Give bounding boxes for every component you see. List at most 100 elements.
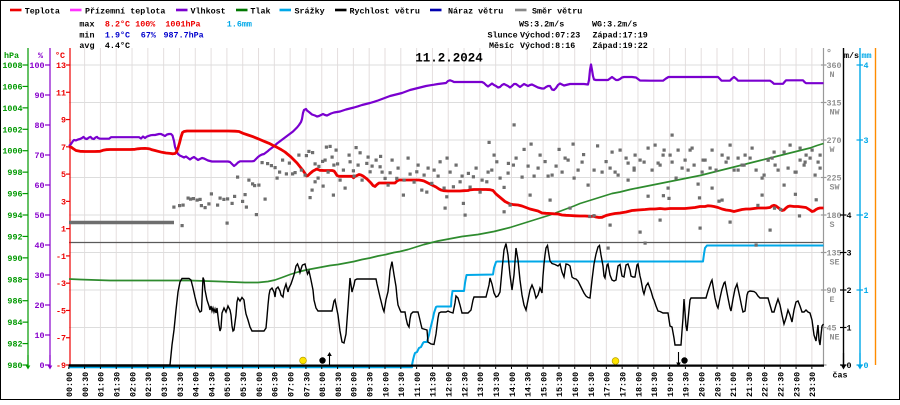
svg-text:-7: -7 bbox=[56, 334, 66, 344]
svg-text:°C: °C bbox=[55, 51, 65, 61]
svg-text:100%: 100% bbox=[135, 20, 156, 30]
svg-text:998: 998 bbox=[7, 168, 22, 178]
svg-text:15:30: 15:30 bbox=[555, 372, 565, 397]
svg-text:19:00: 19:00 bbox=[666, 372, 676, 397]
svg-text:Rychlost větru: Rychlost větru bbox=[350, 7, 420, 17]
svg-text:02:00: 02:00 bbox=[128, 372, 138, 397]
svg-text:-5: -5 bbox=[56, 306, 66, 316]
svg-text:11:00: 11:00 bbox=[413, 372, 423, 397]
svg-text:1004: 1004 bbox=[2, 104, 22, 114]
svg-text:988: 988 bbox=[7, 275, 22, 285]
svg-text:04:30: 04:30 bbox=[207, 372, 217, 397]
svg-text:-3: -3 bbox=[56, 279, 66, 289]
svg-text:994: 994 bbox=[7, 211, 22, 221]
svg-text:11:30: 11:30 bbox=[429, 372, 439, 397]
svg-text:Teplota: Teplota bbox=[25, 7, 60, 17]
svg-text:90: 90 bbox=[34, 91, 44, 101]
svg-text:30: 30 bbox=[34, 271, 44, 281]
svg-text:%: % bbox=[38, 51, 44, 61]
svg-text:80: 80 bbox=[34, 121, 44, 131]
svg-text:08:00: 08:00 bbox=[318, 372, 328, 397]
svg-text:°: ° bbox=[826, 48, 832, 60]
svg-text:2: 2 bbox=[864, 211, 869, 221]
svg-text:-9: -9 bbox=[56, 361, 66, 371]
svg-text:1: 1 bbox=[864, 286, 869, 296]
svg-text:mm: mm bbox=[862, 51, 872, 61]
svg-text:07:00: 07:00 bbox=[286, 372, 296, 397]
svg-text:60: 60 bbox=[34, 181, 44, 191]
svg-text:Náraz větru: Náraz větru bbox=[448, 7, 503, 17]
svg-text:max: max bbox=[79, 20, 94, 30]
svg-text:14:00: 14:00 bbox=[508, 372, 518, 397]
svg-text:07:30: 07:30 bbox=[302, 372, 312, 397]
svg-text:8.2°C: 8.2°C bbox=[105, 20, 130, 30]
svg-text:20:30: 20:30 bbox=[713, 372, 723, 397]
svg-text:17:30: 17:30 bbox=[618, 372, 628, 397]
svg-text:čas: čas bbox=[833, 371, 848, 381]
svg-text:Západ:19:22: Západ:19:22 bbox=[593, 41, 648, 51]
svg-text:Tlak: Tlak bbox=[250, 7, 270, 17]
svg-text:SW: SW bbox=[830, 183, 841, 193]
svg-text:avg: avg bbox=[79, 41, 94, 51]
svg-text:990: 990 bbox=[7, 254, 22, 264]
svg-text:22:00: 22:00 bbox=[761, 372, 771, 397]
svg-text:03:00: 03:00 bbox=[160, 372, 170, 397]
svg-text:-1: -1 bbox=[56, 252, 66, 262]
svg-text:7: 7 bbox=[61, 143, 66, 153]
svg-text:996: 996 bbox=[7, 190, 22, 200]
svg-text:982: 982 bbox=[7, 340, 22, 350]
svg-text:90: 90 bbox=[827, 286, 837, 296]
svg-text:23:30: 23:30 bbox=[808, 372, 818, 397]
svg-text:20: 20 bbox=[34, 301, 44, 311]
svg-text:10: 10 bbox=[34, 331, 44, 341]
svg-text:18:00: 18:00 bbox=[634, 372, 644, 397]
svg-text:10:00: 10:00 bbox=[381, 372, 391, 397]
svg-text:hPa: hPa bbox=[4, 51, 19, 61]
svg-text:SE: SE bbox=[830, 258, 840, 268]
svg-text:50: 50 bbox=[34, 211, 44, 221]
svg-text:70: 70 bbox=[34, 151, 44, 161]
svg-text:01:00: 01:00 bbox=[97, 372, 107, 397]
svg-text:1: 1 bbox=[61, 225, 66, 235]
svg-text:3: 3 bbox=[61, 197, 66, 207]
svg-text:992: 992 bbox=[7, 232, 22, 242]
svg-text:135: 135 bbox=[827, 249, 842, 259]
svg-text:05:00: 05:00 bbox=[223, 372, 233, 397]
svg-text:0: 0 bbox=[39, 361, 44, 371]
svg-text:m/s: m/s bbox=[844, 51, 859, 61]
svg-text:min: min bbox=[79, 31, 94, 41]
svg-text:13:00: 13:00 bbox=[476, 372, 486, 397]
svg-text:06:00: 06:00 bbox=[255, 372, 265, 397]
svg-text:NE: NE bbox=[830, 333, 840, 343]
svg-text:12:00: 12:00 bbox=[445, 372, 455, 397]
svg-text:1008: 1008 bbox=[2, 61, 22, 71]
svg-text:WS:3.2m/s: WS:3.2m/s bbox=[519, 20, 564, 30]
svg-text:3: 3 bbox=[847, 249, 852, 259]
svg-text:21:00: 21:00 bbox=[729, 372, 739, 397]
svg-text:Srážky: Srážky bbox=[295, 7, 325, 17]
svg-text:14:30: 14:30 bbox=[524, 372, 534, 397]
svg-text:01:30: 01:30 bbox=[113, 372, 123, 397]
svg-text:45: 45 bbox=[827, 324, 837, 334]
svg-text:W: W bbox=[830, 145, 836, 155]
svg-text:9: 9 bbox=[61, 116, 66, 126]
svg-text:12:30: 12:30 bbox=[460, 372, 470, 397]
svg-text:315: 315 bbox=[827, 99, 842, 109]
svg-text:N: N bbox=[830, 70, 835, 80]
svg-text:225: 225 bbox=[827, 174, 842, 184]
svg-text:1: 1 bbox=[847, 324, 852, 334]
svg-text:S: S bbox=[830, 220, 835, 230]
svg-text:NW: NW bbox=[830, 108, 841, 118]
svg-text:1.9°C: 1.9°C bbox=[105, 31, 130, 41]
svg-text:19:30: 19:30 bbox=[682, 372, 692, 397]
svg-text:00:30: 00:30 bbox=[81, 372, 91, 397]
svg-text:0: 0 bbox=[847, 361, 852, 371]
svg-text:986: 986 bbox=[7, 297, 22, 307]
svg-text:09:00: 09:00 bbox=[350, 372, 360, 397]
svg-text:Východ:07:23: Východ:07:23 bbox=[520, 31, 580, 41]
svg-text:987.7hPa: 987.7hPa bbox=[164, 31, 204, 41]
svg-text:4.4°C: 4.4°C bbox=[105, 41, 130, 51]
svg-text:360: 360 bbox=[827, 61, 842, 71]
svg-text:00:00: 00:00 bbox=[65, 372, 75, 397]
svg-text:Vlhkost: Vlhkost bbox=[191, 7, 226, 17]
